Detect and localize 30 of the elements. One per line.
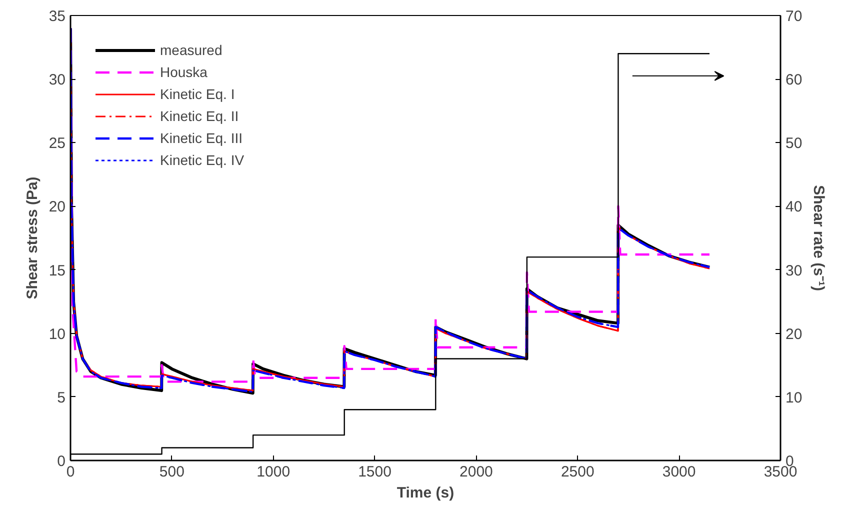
x-tick-label: 1500	[358, 464, 392, 480]
y-tick-label: 15	[48, 262, 66, 280]
y-tick-label: 35	[48, 8, 66, 25]
y-tick-label: 30	[48, 72, 66, 89]
y-axis-title: Shear stress (Pa)	[24, 176, 41, 300]
y2-tick-label: 40	[786, 198, 802, 216]
x-tick-label: 500	[159, 464, 184, 480]
legend-label: measured	[160, 42, 222, 58]
y-tick-label: 20	[48, 198, 66, 216]
x-tick-label: 2000	[460, 464, 493, 480]
y2-tick-label: 10	[786, 389, 802, 406]
x-axis-title: Time (s)	[396, 484, 454, 502]
y-tick-label: 5	[57, 389, 66, 406]
legend-label: Kinetic Eq. I	[160, 86, 235, 102]
x-tick-label: 3000	[662, 464, 696, 480]
legend-label: Houska	[160, 64, 208, 80]
legend-label: Kinetic Eq. III	[160, 130, 242, 146]
x-tick-label: 1000	[256, 464, 290, 480]
legend-label: Kinetic Eq. II	[160, 108, 239, 124]
y-tick-label: 25	[48, 135, 66, 152]
y-tick-label: 0	[57, 453, 66, 470]
y2-tick-label: 60	[786, 72, 802, 89]
y2-tick-label: 70	[786, 8, 802, 25]
legend-label: Kinetic Eq. IV	[160, 152, 244, 168]
y2-tick-label: 30	[786, 262, 802, 280]
y2-axis-title: Shear rate (s⁻¹)	[810, 185, 828, 291]
y2-tick-label: 50	[786, 135, 802, 152]
y-tick-label: 10	[48, 326, 66, 343]
y2-tick-label: 20	[786, 326, 802, 343]
x-tick-label: 2500	[560, 464, 594, 480]
